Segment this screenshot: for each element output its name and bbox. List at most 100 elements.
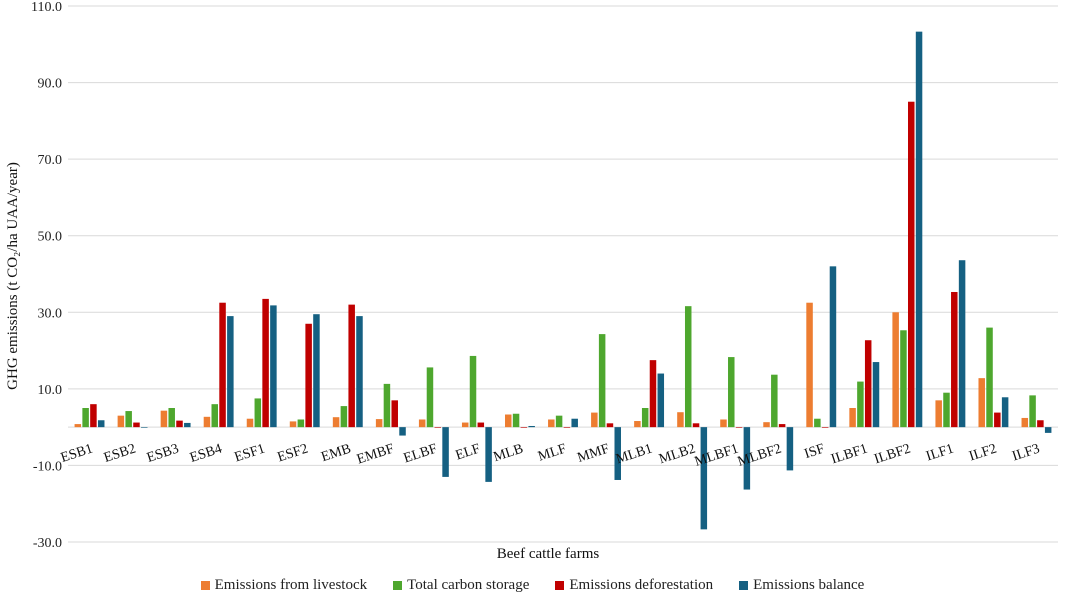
bar (743, 427, 751, 490)
bar (289, 421, 297, 428)
bars (74, 31, 1052, 530)
bar (461, 422, 469, 428)
bar (571, 418, 578, 428)
bar (356, 316, 363, 428)
bar (872, 362, 880, 428)
y-axis-title: GHG emissions (t CO₂/ha UAA/year) (5, 162, 21, 390)
category-label: ESB1 (59, 442, 95, 466)
bar (426, 367, 434, 428)
bar (469, 355, 477, 428)
y-tick-label: -30.0 (33, 536, 62, 551)
bar (512, 413, 520, 428)
bar (978, 378, 985, 428)
x-axis-title: Beef cattle farms (497, 546, 600, 562)
bar (606, 423, 614, 428)
bar (168, 408, 175, 428)
y-tick-label: 110.0 (31, 0, 62, 15)
bar (935, 400, 942, 428)
legend-swatch (739, 581, 749, 590)
bar (399, 427, 406, 436)
bar (634, 421, 641, 428)
y-tick-label: 90.0 (38, 77, 63, 92)
bar (203, 416, 211, 428)
category-label: ESB2 (102, 442, 138, 466)
bar (915, 31, 923, 428)
category-label: EMB (320, 442, 353, 466)
bar (332, 417, 340, 428)
bar (254, 398, 262, 428)
category-label: ILF1 (924, 442, 955, 465)
bar (728, 357, 735, 428)
bar (821, 427, 829, 428)
bar (520, 427, 528, 428)
bar (375, 419, 383, 428)
bar (614, 427, 621, 480)
bar (806, 302, 813, 428)
bar (340, 406, 348, 428)
bar (219, 302, 226, 428)
y-tick-label: 10.0 (38, 383, 63, 398)
legend: Emissions from livestock Total carbon sto… (0, 577, 1065, 594)
legend-label: Emissions from livestock (214, 577, 368, 593)
bar (485, 427, 492, 482)
bar (227, 316, 234, 428)
bar (598, 334, 606, 428)
legend-swatch (555, 581, 565, 590)
category-label: ESB4 (188, 442, 224, 466)
bar (1044, 427, 1052, 433)
bar (125, 411, 132, 428)
category-label: ILBF2 (872, 442, 912, 468)
bar (692, 423, 700, 428)
bar (117, 415, 125, 428)
category-label: MLB2 (657, 442, 697, 468)
bar (270, 305, 277, 428)
category-label: ELBF (402, 441, 439, 466)
bar (383, 383, 391, 428)
y-tick-label: -10.0 (33, 459, 62, 474)
bar (900, 330, 907, 428)
bar (74, 424, 82, 428)
bar (943, 392, 950, 428)
bar (771, 374, 778, 428)
bar (677, 412, 684, 428)
bar (649, 360, 657, 428)
bar (141, 427, 148, 428)
bar (563, 427, 571, 428)
bar (1037, 420, 1044, 428)
y-tick-label: 30.0 (38, 306, 63, 321)
bar (641, 408, 649, 428)
bar (548, 419, 555, 428)
bar (763, 422, 770, 428)
bar (1029, 395, 1036, 428)
bar (246, 418, 254, 428)
category-label: ELF (454, 441, 483, 463)
category-label: ILBF1 (829, 442, 869, 468)
bar (97, 420, 105, 428)
bar (305, 323, 312, 428)
bar (505, 414, 512, 428)
bar (528, 425, 535, 428)
bar (418, 419, 426, 428)
bar (958, 260, 966, 428)
y-tick-label: 50.0 (38, 230, 63, 245)
legend-label: Total carbon storage (407, 577, 530, 593)
bar (684, 306, 692, 428)
category-label: ESF2 (276, 442, 310, 466)
category-label: MLB (492, 442, 525, 466)
category-label: ILF2 (967, 442, 998, 465)
bar (477, 422, 485, 428)
legend-item: Emissions from livestock (200, 577, 368, 594)
bar (90, 404, 97, 428)
bar (442, 427, 449, 477)
category-label: ISF (803, 441, 827, 462)
bar (720, 419, 727, 428)
bar (184, 422, 191, 428)
bar (908, 101, 915, 428)
bar (857, 381, 864, 428)
y-tick-label: 70.0 (38, 153, 63, 168)
legend-label: Emissions balance (753, 577, 865, 593)
bar (176, 420, 183, 428)
bar (657, 373, 665, 428)
bar (211, 404, 218, 428)
bar (133, 422, 140, 428)
